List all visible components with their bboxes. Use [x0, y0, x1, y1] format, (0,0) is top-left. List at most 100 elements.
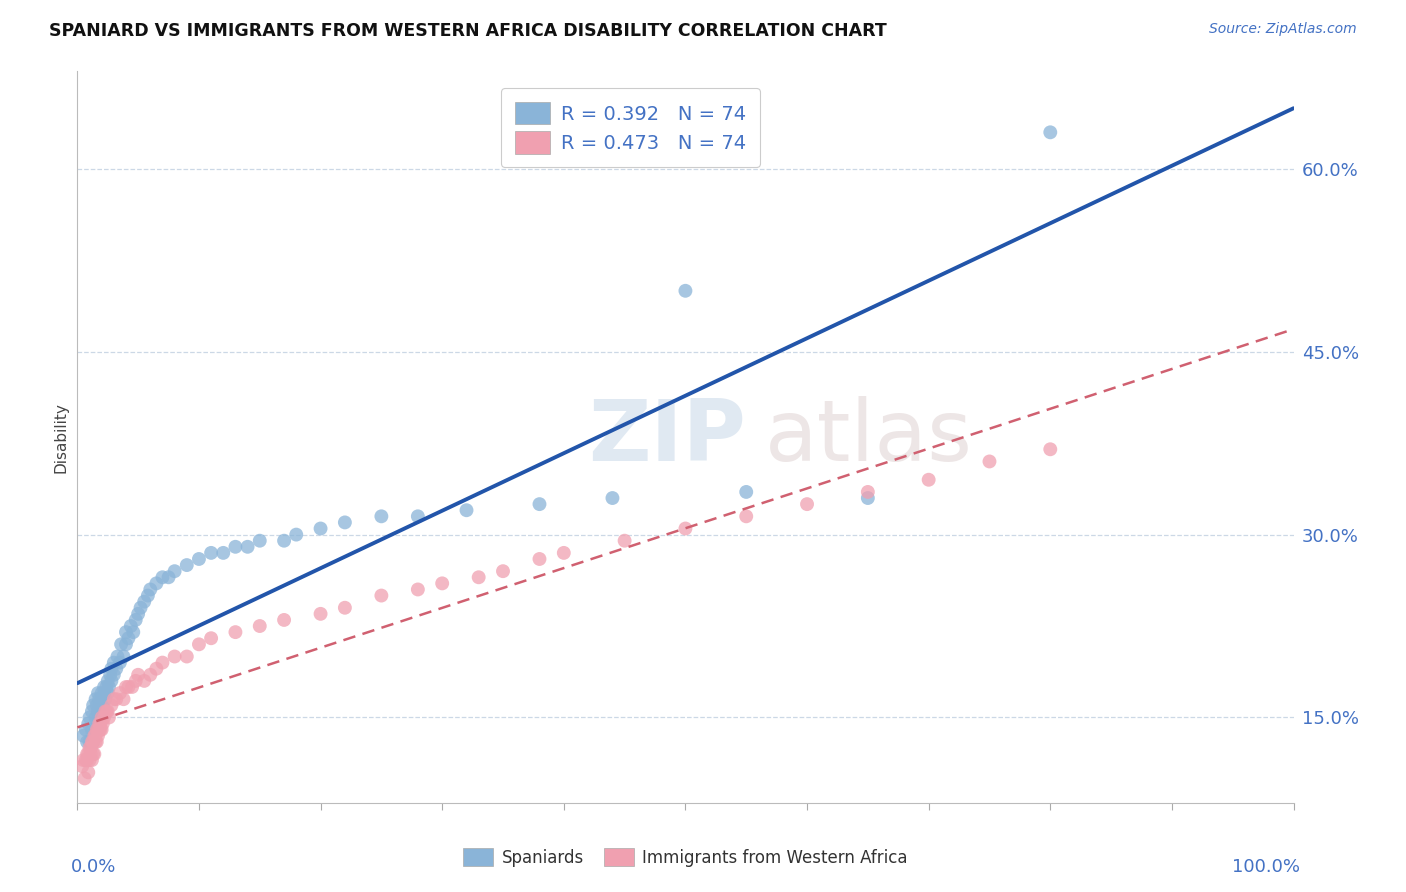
Point [94, 692, 117, 706]
Point [675, 284, 697, 298]
Point [75, 723, 97, 737]
Point [82, 735, 104, 749]
Point [70, 759, 93, 773]
Point [236, 540, 259, 554]
Point [529, 552, 551, 566]
Point [100, 698, 122, 713]
Point [856, 491, 879, 505]
Point [90, 723, 112, 737]
Point [89, 710, 111, 724]
Point [103, 667, 125, 682]
Point [856, 485, 879, 500]
Point [145, 576, 167, 591]
Point [80, 723, 103, 737]
Text: ZIP: ZIP [588, 395, 745, 479]
Point [163, 649, 186, 664]
Point [117, 632, 139, 646]
Point [93, 686, 115, 700]
Point [82, 698, 104, 713]
Point [134, 594, 156, 608]
Point [107, 649, 129, 664]
Text: 0.0%: 0.0% [72, 858, 117, 876]
Point [127, 667, 149, 682]
Point [103, 692, 125, 706]
Point [406, 509, 429, 524]
Point [98, 667, 121, 682]
Point [115, 680, 138, 694]
Point [84, 710, 107, 724]
Point [735, 485, 758, 500]
Point [139, 667, 162, 682]
Point [108, 686, 131, 700]
Point [76, 735, 98, 749]
Point [456, 503, 478, 517]
Point [333, 600, 356, 615]
Point [125, 613, 148, 627]
Point [176, 558, 198, 573]
Point [79, 753, 101, 767]
Point [918, 473, 941, 487]
Point [796, 497, 818, 511]
Point [200, 632, 222, 646]
Point [90, 710, 112, 724]
Point [93, 680, 115, 694]
Point [370, 589, 392, 603]
Point [89, 716, 111, 731]
Point [83, 747, 105, 761]
Point [97, 710, 120, 724]
Point [224, 625, 246, 640]
Point [82, 735, 104, 749]
Point [249, 533, 271, 548]
Point [89, 716, 111, 731]
Point [333, 516, 356, 530]
Point [145, 662, 167, 676]
Point [77, 765, 100, 780]
Point [115, 637, 138, 651]
Point [86, 723, 108, 737]
Point [80, 735, 103, 749]
Point [224, 540, 246, 554]
Text: 100.0%: 100.0% [1232, 858, 1299, 876]
Point [121, 680, 143, 694]
Point [96, 680, 118, 694]
Point [93, 710, 115, 724]
Point [1039, 442, 1062, 457]
Point [139, 582, 162, 597]
Point [613, 533, 636, 548]
Point [80, 705, 103, 719]
Point [86, 723, 108, 737]
Point [979, 454, 1001, 468]
Point [129, 600, 152, 615]
Point [100, 673, 122, 688]
Point [89, 698, 111, 713]
Point [80, 747, 103, 761]
Point [91, 716, 114, 731]
Point [285, 527, 308, 541]
Point [75, 753, 97, 767]
Point [84, 692, 107, 706]
Text: atlas: atlas [765, 395, 973, 479]
Point [100, 662, 122, 676]
Point [117, 680, 139, 694]
Point [176, 649, 198, 664]
Point [273, 613, 295, 627]
Point [200, 546, 222, 560]
Point [89, 723, 111, 737]
Point [112, 649, 135, 664]
Point [134, 673, 156, 688]
Point [152, 570, 174, 584]
Point [87, 705, 110, 719]
Point [553, 546, 575, 560]
Point [79, 735, 101, 749]
Point [309, 522, 332, 536]
Point [97, 705, 120, 719]
Point [110, 637, 132, 651]
Point [188, 637, 211, 651]
Point [188, 552, 211, 566]
Point [77, 716, 100, 731]
Point [370, 509, 392, 524]
Point [89, 692, 111, 706]
Point [1039, 125, 1062, 139]
Point [76, 753, 98, 767]
Y-axis label: Disability: Disability [53, 401, 69, 473]
